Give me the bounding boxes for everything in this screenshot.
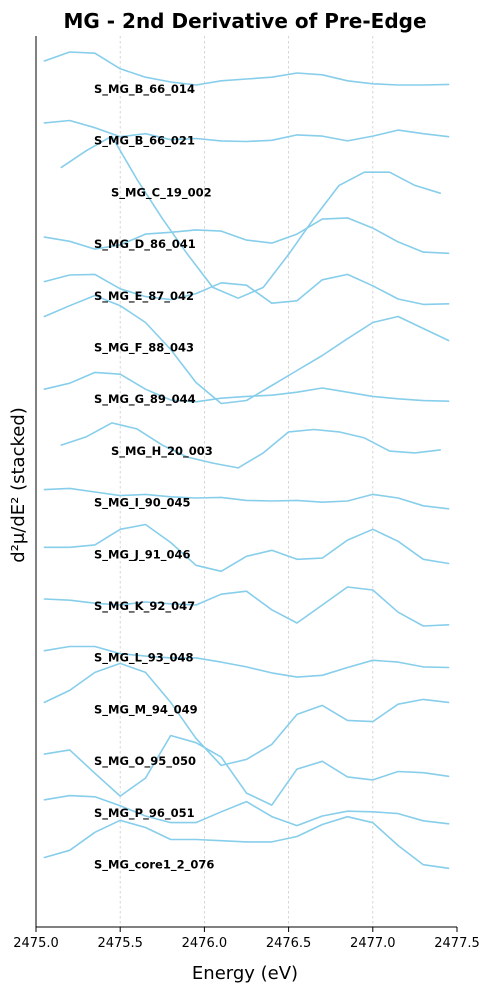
series-label: S_MG_I_90_045 [94,496,190,511]
x-axis-label: Energy (eV) [192,963,298,984]
series-line-s-mg-d-86-041 [43,217,450,255]
series-label: S_MG_M_94_049 [94,702,198,717]
series-lines [43,51,450,870]
series-label: S_MG_P_96_051 [94,806,195,821]
series-line-s-mg-core1-2-076 [43,815,450,870]
series-label: S_MG_B_66_021 [94,134,195,149]
series-label: S_MG_core1_2_076 [94,858,214,873]
x-axis-ticks: 2475.0 2475.5 2476.0 2476.5 2477.0 2477.5 [13,927,480,951]
series-label: S_MG_D_86_041 [94,237,196,252]
series-line-s-mg-m-94-049 [43,662,450,767]
series-label: S_MG_O_95_050 [94,754,196,769]
grid-lines [119,36,374,927]
series-label: S_MG_C_19_002 [111,185,212,200]
x-tick-label: 2475.5 [97,936,143,951]
series-line-s-mg-f-88-043 [43,294,450,405]
x-tick-label: 2475.0 [13,936,59,951]
series-labels: S_MG_B_66_014 S_MG_B_66_021 S_MG_C_19_002 S… [94,82,214,873]
series-label: S_MG_G_89_044 [94,392,196,407]
series-line-s-mg-g-89-044 [43,371,450,403]
series-line-s-mg-e-87-042 [43,273,450,306]
series-line-s-mg-b-66-014 [43,51,450,86]
x-tick-label: 2477.0 [350,936,396,951]
series-line-s-mg-l-93-048 [43,645,450,678]
series-line-s-mg-k-92-047 [43,586,450,627]
series-line-s-mg-i-90-045 [43,487,450,510]
chart-title: MG - 2nd Derivative of Pre-Edge [63,9,426,33]
series-label: S_MG_L_93_048 [94,651,194,666]
y-axis-label: d²μ/dE² (stacked) [8,407,29,563]
series-label: S_MG_F_88_043 [94,341,194,356]
series-line-s-mg-o-95-050 [43,734,450,806]
series-label: S_MG_J_91_046 [94,547,190,562]
series-line-s-mg-j-91-046 [43,523,450,573]
series-line-s-mg-h-20-003 [60,422,441,469]
series-line-s-mg-p-96-051 [43,794,450,827]
x-tick-label: 2476.0 [182,936,228,951]
series-label: S_MG_H_20_003 [111,444,213,459]
series-label: S_MG_B_66_014 [94,82,195,97]
series-line-s-mg-c-19-002 [60,135,441,299]
x-tick-label: 2477.5 [434,936,480,951]
series-line-s-mg-b-66-021 [43,119,450,143]
series-label: S_MG_E_87_042 [94,289,194,304]
series-label: S_MG_K_92_047 [94,599,195,614]
x-tick-label: 2476.5 [266,936,312,951]
